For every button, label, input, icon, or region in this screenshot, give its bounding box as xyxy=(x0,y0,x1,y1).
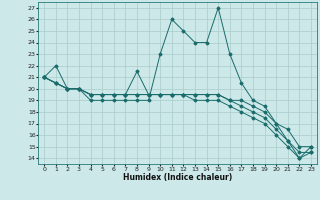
X-axis label: Humidex (Indice chaleur): Humidex (Indice chaleur) xyxy=(123,173,232,182)
